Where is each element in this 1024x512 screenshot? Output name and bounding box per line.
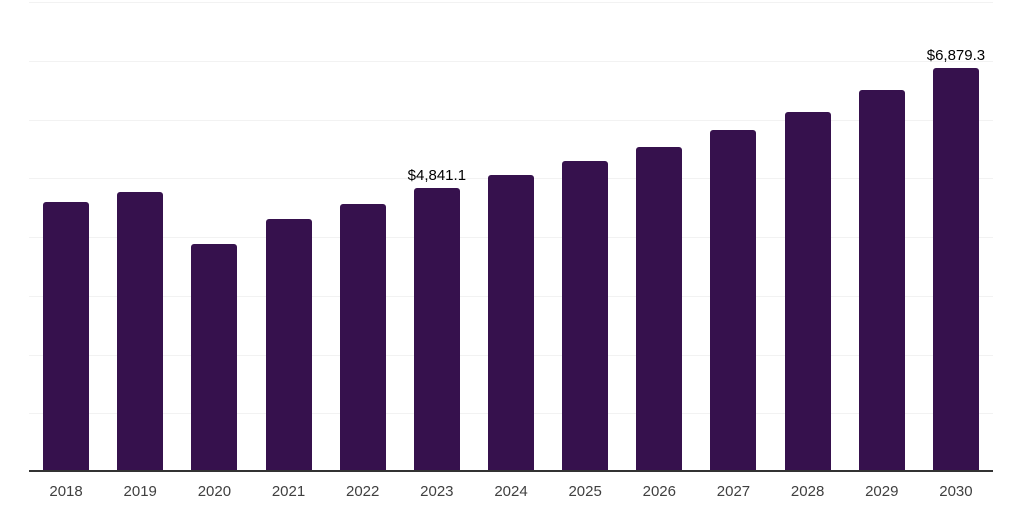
x-tick-label-2023: 2023 [420,483,454,500]
x-tick-label-2026: 2026 [642,483,676,500]
x-tick-label-2022: 2022 [346,483,380,500]
bar-2019 [117,192,164,472]
bar-2030 [932,67,979,472]
bar-2027 [710,129,757,472]
x-tick-label-2025: 2025 [568,483,602,500]
data-label-2023: $4,841.1 [407,166,467,184]
x-tick-label-2030: 2030 [939,483,973,500]
bar-2022 [339,203,386,472]
x-tick-label-2018: 2018 [49,483,83,500]
x-tick-label-2024: 2024 [494,483,528,500]
gridline-8000 [29,2,993,3]
gridline-6000 [29,119,993,121]
bar-2021 [265,219,312,472]
x-tick-label-2021: 2021 [271,483,306,500]
x-tick-label-2020: 2020 [197,483,232,500]
data-label-2030: $6,879.3 [926,46,986,64]
bar-2026 [636,146,683,472]
x-tick-label-2028: 2028 [790,483,825,500]
bar-2025 [562,161,609,472]
x-axis-line [29,470,993,472]
x-tick-label-2019: 2019 [123,483,157,500]
x-tick-label-2029: 2029 [865,483,899,500]
x-tick-label-2027: 2027 [716,483,751,500]
bar-2018 [43,202,90,472]
gridline-7000 [29,60,993,62]
bar-2028 [784,111,831,472]
bar-2024 [488,174,534,472]
bar-2023 [413,187,460,472]
bar-2020 [191,244,238,472]
bar-2029 [858,90,905,472]
